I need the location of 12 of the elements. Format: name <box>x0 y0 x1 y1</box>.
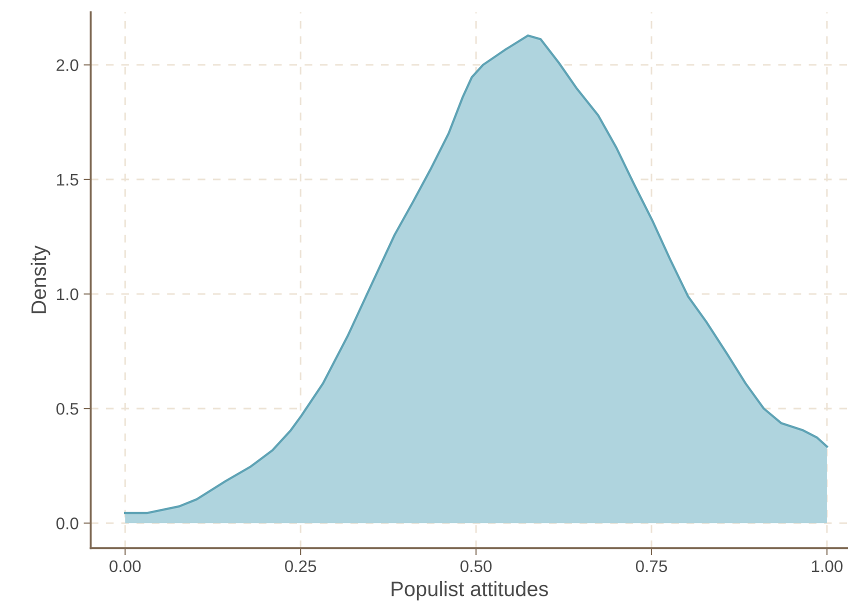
y-tick-label: 1.5 <box>57 174 78 186</box>
y-axis-title: Density <box>30 245 50 314</box>
x-tick-label: 1.00 <box>812 560 843 572</box>
x-tick-label: 0.50 <box>460 560 492 572</box>
x-tick-label: 0.75 <box>636 560 668 572</box>
y-tick-label: 0.0 <box>56 518 78 530</box>
x-tick-label: 0.00 <box>110 560 141 572</box>
x-axis-title: Populist attitudes <box>392 581 548 600</box>
x-tick-label: 0.25 <box>285 560 316 572</box>
y-tick-label: 1.0 <box>57 288 78 300</box>
y-tick-label: 2.0 <box>56 59 78 72</box>
y-tick-label: 0.5 <box>56 402 78 415</box>
